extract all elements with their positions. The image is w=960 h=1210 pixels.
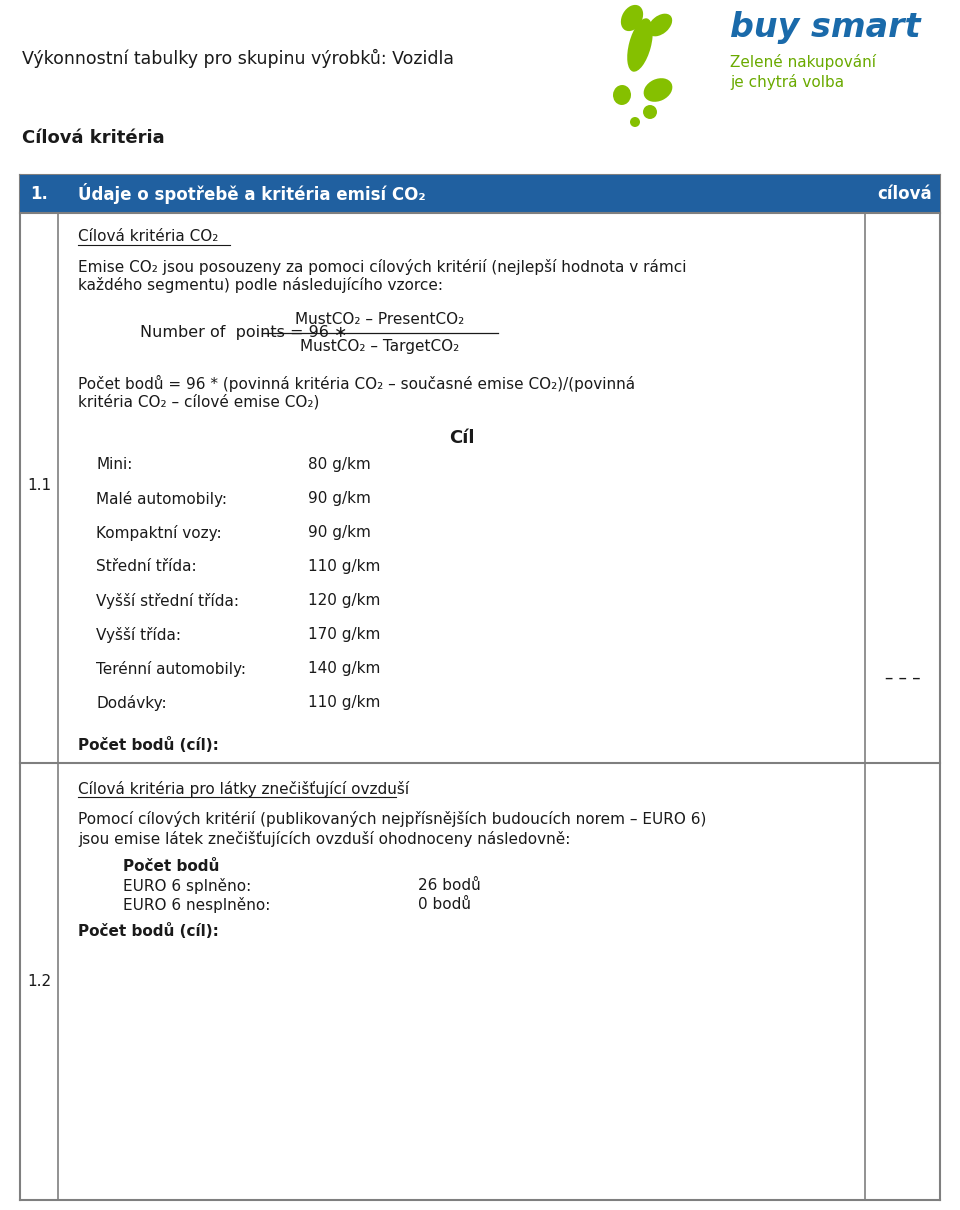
Text: 1.2: 1.2 [27, 974, 51, 989]
Text: MustCO₂ – TargetCO₂: MustCO₂ – TargetCO₂ [300, 340, 460, 355]
Text: Zelené nakupování: Zelené nakupování [730, 54, 876, 70]
Text: Vyšší střední třída:: Vyšší střední třída: [96, 593, 239, 609]
Text: je chytrá volba: je chytrá volba [730, 74, 844, 90]
Text: 1.1: 1.1 [27, 478, 51, 492]
Text: Kompaktní vozy:: Kompaktní vozy: [96, 525, 222, 541]
Text: 90 g/km: 90 g/km [308, 525, 371, 540]
Text: Cíl: Cíl [448, 430, 474, 446]
Text: cílová: cílová [877, 185, 932, 203]
Ellipse shape [627, 18, 653, 71]
Text: 120 g/km: 120 g/km [308, 593, 380, 607]
Text: Terénní automobily:: Terénní automobily: [96, 661, 246, 678]
Text: Počet bodů: Počet bodů [123, 859, 220, 874]
Text: Počet bodů (cíl):: Počet bodů (cíl): [78, 923, 219, 939]
Text: 110 g/km: 110 g/km [308, 559, 380, 574]
Text: 26 bodů: 26 bodů [418, 878, 481, 893]
Text: Cílová kritéria: Cílová kritéria [22, 129, 164, 146]
Ellipse shape [643, 79, 672, 102]
Text: Cílová kritéria pro látky znečišťující ovzduší: Cílová kritéria pro látky znečišťující o… [78, 780, 409, 797]
Ellipse shape [643, 105, 657, 119]
Text: jsou emise látek znečišťujících ovzduší ohodnoceny následovně:: jsou emise látek znečišťujících ovzduší … [78, 831, 570, 847]
Bar [20, 175, 940, 213]
Ellipse shape [630, 117, 640, 127]
Text: Vyšší třída:: Vyšší třída: [96, 627, 181, 643]
Text: Mini:: Mini: [96, 457, 132, 472]
Text: Malé automobily:: Malé automobily: [96, 491, 227, 507]
Text: Number of  points = 96 ∗: Number of points = 96 ∗ [140, 325, 348, 340]
Text: 140 g/km: 140 g/km [308, 661, 380, 676]
Ellipse shape [648, 13, 672, 36]
Text: Cílová kritéria CO₂: Cílová kritéria CO₂ [78, 229, 218, 244]
Text: buy smart: buy smart [730, 12, 921, 45]
Text: – – –: – – – [885, 669, 921, 687]
Text: každého segmentu) podle následujícího vzorce:: každého segmentu) podle následujícího vz… [78, 277, 443, 293]
Text: Počet bodů (cíl):: Počet bodů (cíl): [78, 737, 219, 753]
Text: kritéria CO₂ – cílové emise CO₂): kritéria CO₂ – cílové emise CO₂) [78, 394, 320, 409]
Text: Údaje o spotřebě a kritéria emisí CO₂: Údaje o spotřebě a kritéria emisí CO₂ [78, 184, 425, 204]
Ellipse shape [613, 85, 631, 105]
Text: 80 g/km: 80 g/km [308, 457, 371, 472]
Text: Výkonnostní tabulky pro skupinu výrobků: Vozidla: Výkonnostní tabulky pro skupinu výrobků:… [22, 48, 454, 68]
Text: 0 bodů: 0 bodů [418, 897, 471, 912]
Text: Počet bodů = 96 * (povinná kritéria CO₂ – současné emise CO₂)/(povinná: Počet bodů = 96 * (povinná kritéria CO₂ … [78, 375, 636, 392]
Text: Emise CO₂ jsou posouzeny za pomoci cílových kritérií (nejlepší hodnota v rámci: Emise CO₂ jsou posouzeny za pomoci cílov… [78, 259, 686, 275]
Text: EURO 6 splněno:: EURO 6 splněno: [123, 878, 252, 894]
Text: 90 g/km: 90 g/km [308, 491, 371, 506]
Text: 170 g/km: 170 g/km [308, 627, 380, 643]
Text: MustCO₂ – PresentCO₂: MustCO₂ – PresentCO₂ [296, 312, 465, 328]
Text: Střední třída:: Střední třída: [96, 559, 197, 574]
Text: 110 g/km: 110 g/km [308, 695, 380, 710]
Text: 1.: 1. [30, 185, 48, 203]
Ellipse shape [621, 5, 643, 31]
Text: Dodávky:: Dodávky: [96, 695, 167, 711]
Text: EURO 6 nesplněno:: EURO 6 nesplněno: [123, 897, 271, 914]
Text: Pomocí cílových kritérií (publikovaných nejpřísnějších budoucích norem – EURO 6): Pomocí cílových kritérií (publikovaných … [78, 811, 707, 826]
